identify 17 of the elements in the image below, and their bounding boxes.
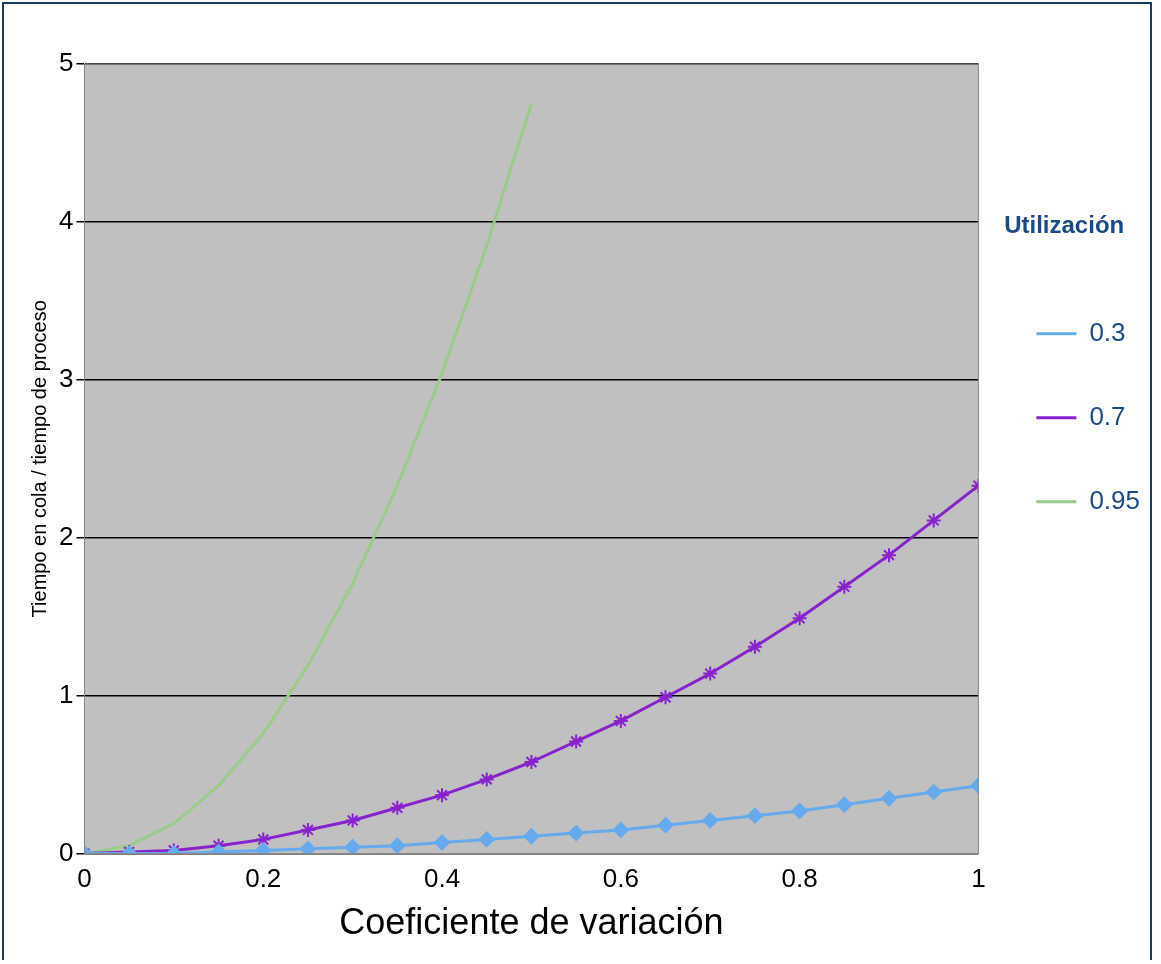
x-tick-label: 1 <box>971 863 986 894</box>
x-tick-label: 0.2 <box>245 863 282 894</box>
y-tick-label: 3 <box>58 363 74 394</box>
y-tick-label: 2 <box>58 520 74 551</box>
legend-label: 0.3 <box>1089 316 1126 347</box>
y-tick-label: 5 <box>58 47 74 78</box>
x-tick-label: 0.8 <box>781 863 818 894</box>
x-tick-label: 0.4 <box>423 863 461 894</box>
y-tick-label: 1 <box>58 678 74 709</box>
y-tick-label: 4 <box>58 205 74 236</box>
legend-title: Utilización <box>1004 210 1125 238</box>
legend-label: 0.7 <box>1089 400 1126 431</box>
x-axis-title: Coeficiente de variación <box>339 901 724 943</box>
x-tick-label: 0.6 <box>602 863 639 894</box>
y-tick-label: 0 <box>58 836 74 867</box>
legend-label: 0.95 <box>1089 484 1141 515</box>
y-axis-title: Tiempo en cola / tiempo de proceso <box>27 300 50 618</box>
